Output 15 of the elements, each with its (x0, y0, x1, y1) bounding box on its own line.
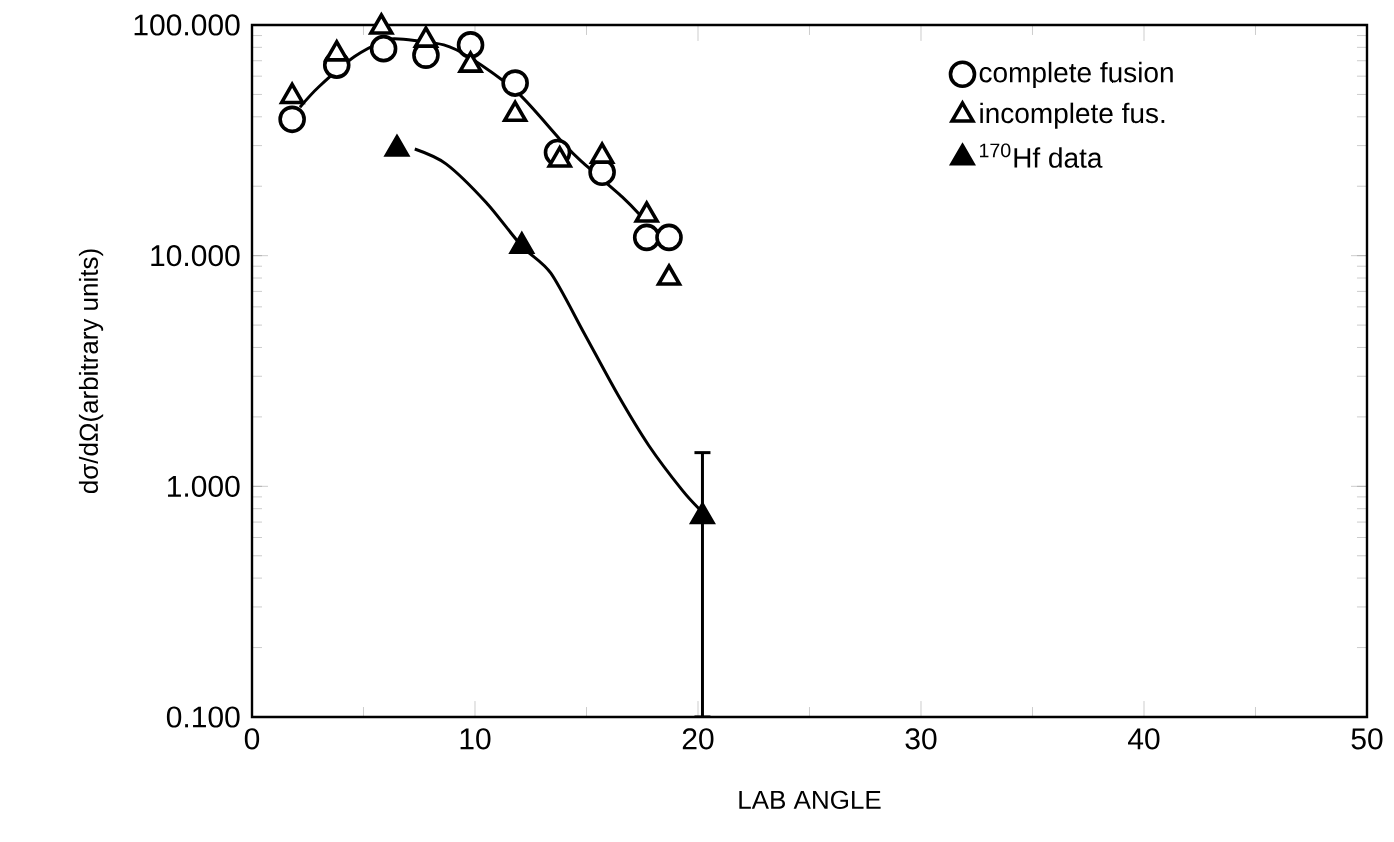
legend-label: $^{170}$Hf data (980, 143, 1103, 168)
x-tick-label: 20 (682, 728, 714, 750)
x-tick-label: 0 (244, 728, 260, 750)
y-tick-label: 1.000 (168, 475, 240, 497)
legend-label: complete fusion (979, 61, 1173, 88)
x-tick-label: 10 (460, 728, 491, 750)
x-tick-label: 40 (1128, 728, 1160, 750)
x-tick-label: 50 (1351, 728, 1383, 750)
y-tick-label: 0.100 (166, 706, 240, 728)
y-axis-title: dσ/dΩ(arbitrary units) (78, 249, 104, 494)
y-tick-label: 100.000 (134, 14, 240, 36)
x-tick-label: 30 (905, 728, 937, 750)
x-axis-title: LAB ANGLE (739, 790, 881, 810)
y-tick-label: 10.000 (151, 245, 240, 267)
legend-label: incomplete fus. (980, 102, 1165, 129)
